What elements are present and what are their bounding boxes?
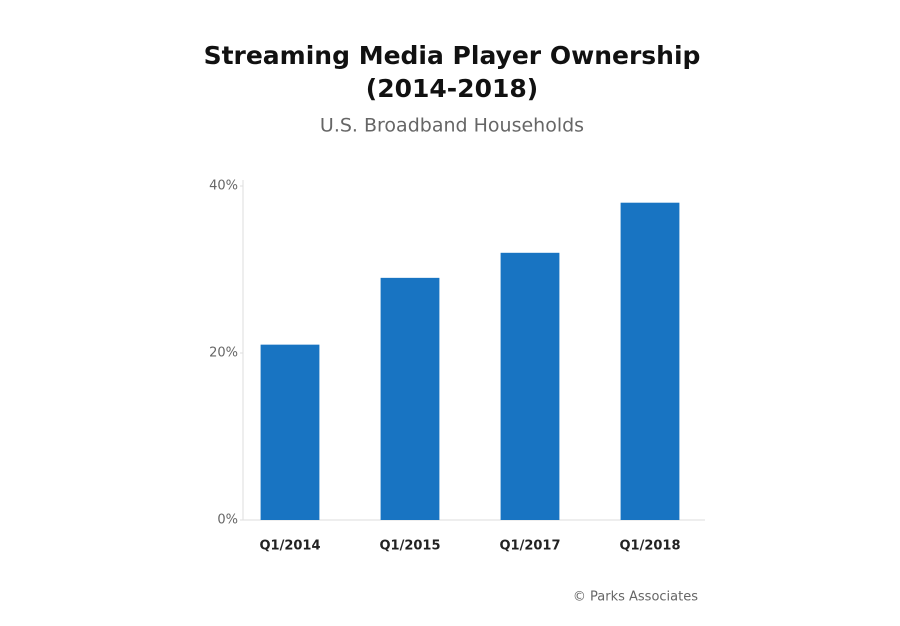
y-tick-label: 0%: [217, 513, 238, 528]
source: © Parks Associates: [573, 590, 698, 605]
x-tick-label: Q1/2015: [379, 539, 440, 554]
chart-title: (2014-2018): [366, 74, 538, 103]
bar: [380, 277, 440, 520]
y-tick-label: 20%: [209, 346, 238, 361]
x-tick-label: Q1/2014: [259, 539, 320, 554]
x-tick-label: Q1/2017: [499, 539, 560, 554]
x-tick-label: Q1/2018: [619, 539, 680, 554]
bar: [620, 202, 680, 520]
chart-subtitle: U.S. Broadband Households: [320, 115, 584, 137]
y-tick-label: 40%: [209, 179, 238, 194]
bar: [500, 252, 560, 521]
chart-title: Streaming Media Player Ownership: [204, 41, 701, 70]
bar: [260, 344, 320, 520]
